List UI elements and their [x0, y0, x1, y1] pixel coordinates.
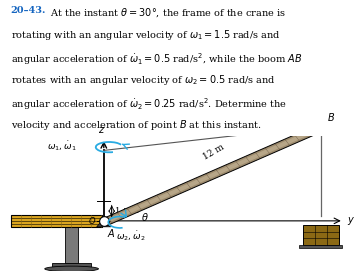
- Text: $A$: $A$: [107, 227, 115, 239]
- Bar: [303, 225, 339, 245]
- Text: $\omega_1, \dot{\omega}_1$: $\omega_1, \dot{\omega}_1$: [48, 140, 77, 153]
- Polygon shape: [102, 124, 324, 225]
- Text: At the instant $\theta = 30°$, the frame of the crane is: At the instant $\theta = 30°$, the frame…: [44, 6, 286, 18]
- Text: $y$: $y$: [347, 215, 355, 227]
- Text: rotating with an angular velocity of $\omega_1 = 1.5$ rad/s and: rotating with an angular velocity of $\o…: [11, 28, 280, 42]
- Text: 12 m: 12 m: [202, 143, 226, 162]
- Text: $z$: $z$: [98, 125, 106, 135]
- Polygon shape: [97, 221, 111, 227]
- Text: $\theta$: $\theta$: [141, 211, 149, 223]
- Text: rotates with an angular velocity of $\omega_2 = 0.5$ rad/s and: rotates with an angular velocity of $\om…: [11, 73, 276, 87]
- Text: angular acceleration of $\dot{\omega}_1 = 0.5$ rad/s$^2$, while the boom $AB$: angular acceleration of $\dot{\omega}_1 …: [11, 51, 302, 67]
- Text: $B$: $B$: [327, 111, 335, 123]
- Text: velocity and acceleration of point $B$ at this instant.: velocity and acceleration of point $B$ a…: [11, 118, 261, 133]
- Bar: [11, 215, 102, 227]
- Bar: [65, 227, 78, 263]
- Polygon shape: [103, 126, 323, 224]
- Text: 1.5 m: 1.5 m: [115, 207, 139, 215]
- Text: 20–43.: 20–43.: [11, 6, 46, 15]
- Ellipse shape: [45, 266, 98, 271]
- Bar: [52, 263, 91, 267]
- Bar: [299, 245, 342, 248]
- Text: $\omega_2, \dot{\omega}_2$: $\omega_2, \dot{\omega}_2$: [116, 229, 146, 243]
- Text: $O$: $O$: [88, 215, 96, 226]
- Text: angular acceleration of $\dot{\omega}_2 = 0.25$ rad/s$^2$. Determine the: angular acceleration of $\dot{\omega}_2 …: [11, 96, 287, 112]
